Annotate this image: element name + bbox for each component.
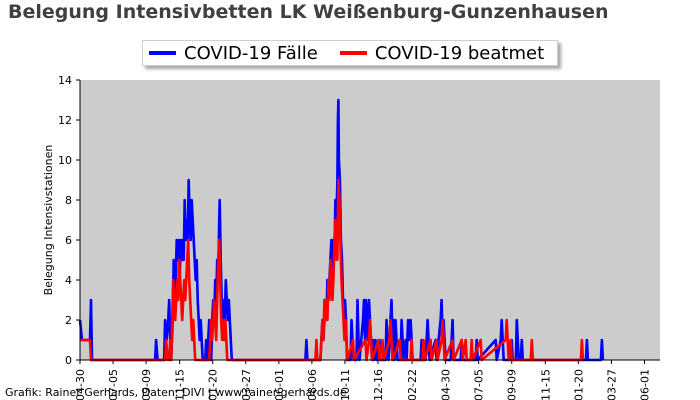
x-tick-label: 07-05	[107, 369, 120, 400]
x-tick-label: 12-16	[372, 369, 385, 400]
chart-title: Belegung Intensivbetten LK Weißenburg-Gu…	[8, 1, 609, 23]
x-tick-label: 07-05	[473, 369, 486, 400]
y-tick-label: 12	[58, 114, 72, 127]
y-tick-label: 8	[65, 194, 72, 207]
x-tick-label: 06-01	[273, 369, 286, 400]
legend-item-ventilated: COVID-19 beatmet	[334, 43, 544, 64]
x-tick-label: 08-06	[306, 369, 319, 400]
x-tick-label: 01-20	[207, 369, 220, 400]
x-tick-label: 11-15	[174, 369, 187, 400]
x-tick-label: 10-11	[339, 369, 352, 400]
x-tick-label: 03-27	[605, 369, 618, 400]
y-tick-label: 4	[65, 274, 72, 287]
x-tick-label: 03-27	[240, 369, 253, 400]
y-tick-label: 0	[65, 354, 72, 367]
legend: COVID-19 Fälle COVID-19 beatmet	[142, 40, 558, 66]
legend-swatch-cases	[149, 51, 176, 55]
y-tick-label: 10	[58, 154, 72, 167]
x-tick-label: 09-09	[140, 369, 153, 400]
y-tick-label: 6	[65, 234, 72, 247]
x-tick-label: 09-09	[506, 369, 519, 400]
legend-label-ventilated: COVID-19 beatmet	[374, 42, 545, 64]
legend-label-cases: COVID-19 Fälle	[184, 42, 318, 64]
y-axis-label: Belegung Intensivstationen	[42, 145, 55, 296]
x-tick-label: 04-30	[74, 369, 87, 400]
x-tick-label: 01-20	[572, 369, 585, 400]
x-tick-label: 06-01	[638, 369, 651, 400]
y-tick-label: 2	[65, 314, 72, 327]
legend-item-cases: COVID-19 Fälle	[143, 43, 318, 64]
x-tick-label: 02-22	[406, 369, 419, 400]
credit-text: Grafik: Rainer Gerhards, Daten: DIVI | w…	[5, 386, 347, 399]
legend-swatch-ventilated	[339, 51, 367, 55]
x-tick-label: 11-15	[539, 369, 552, 400]
x-tick-label: 04-30	[440, 369, 453, 400]
y-tick-label: 14	[58, 74, 72, 87]
